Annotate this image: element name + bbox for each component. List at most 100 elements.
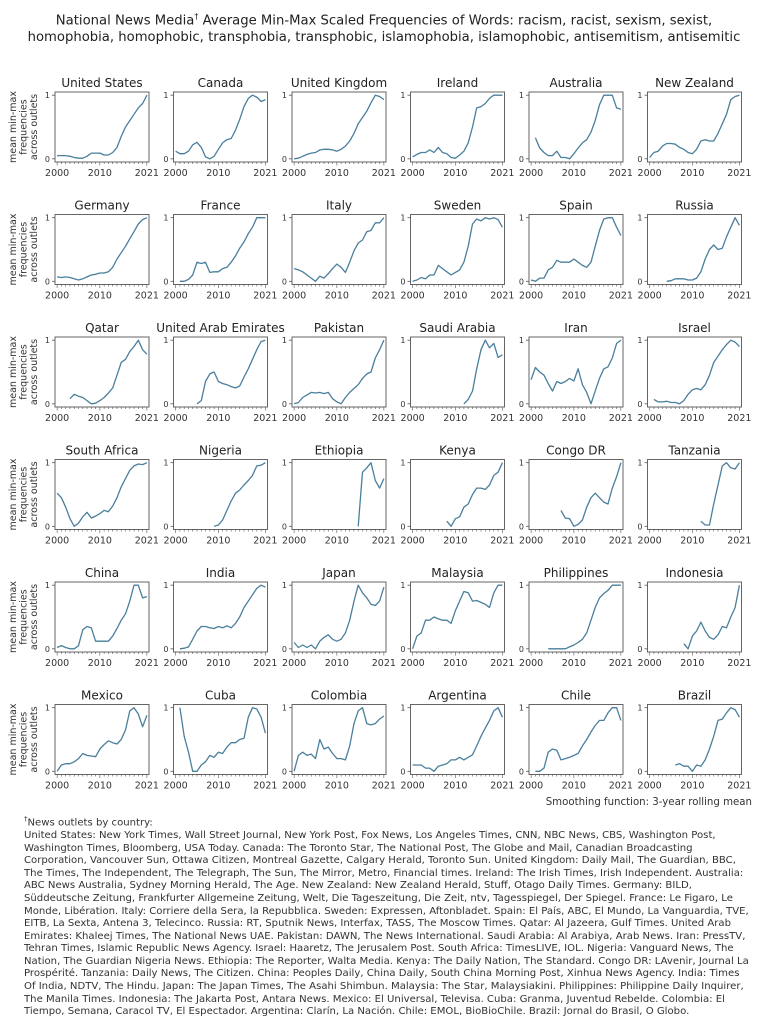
panel-canada: Canada 0 1 2000 2010 2021 [163, 76, 277, 179]
y-tick-label: 0 [45, 400, 50, 409]
axes-frame [173, 459, 268, 530]
x-tick-label: 2000 [401, 658, 425, 669]
y-axis-label-line: mean min-max [8, 581, 19, 653]
panel-title: Indonesia [665, 566, 723, 580]
panel-argentina: Argentina 0 1 2000 2010 2021 [400, 689, 514, 792]
axes-frame [173, 704, 268, 775]
x-tick-label: 2000 [282, 658, 306, 669]
y-tick-label: 0 [282, 400, 287, 409]
series-line [213, 462, 266, 527]
y-tick-label: 0 [45, 522, 50, 531]
panel-title: Mexico [81, 689, 123, 703]
y-tick-label: 1 [163, 459, 168, 468]
panel-title: Japan [321, 566, 355, 580]
x-tick-label: 2021 [727, 413, 751, 424]
y-tick-label: 0 [163, 400, 168, 409]
x-tick-label: 2010 [325, 291, 349, 302]
axes-frame [173, 214, 268, 285]
x-tick-label: 2010 [206, 658, 230, 669]
axes-frame [528, 214, 624, 285]
x-tick-label: 2010 [680, 658, 704, 669]
x-tick-label: 2010 [680, 168, 704, 179]
x-tick-label: 2000 [638, 536, 662, 547]
x-tick-label: 2010 [88, 168, 112, 179]
panel-japan: Japan 0 1 2000 2010 2021 [282, 566, 396, 669]
panel-tanzania: Tanzania 0 1 2000 2010 2021 [637, 444, 751, 547]
axes-frame [54, 704, 150, 775]
x-tick-label: 2000 [401, 536, 425, 547]
panel-title: Russia [675, 199, 714, 213]
panel-australia: Australia 0 1 2000 2010 2021 [519, 76, 633, 179]
y-tick-label: 1 [163, 704, 168, 713]
series-line [294, 94, 385, 160]
x-tick-label: 2010 [562, 413, 586, 424]
x-tick-label: 2000 [164, 413, 188, 424]
y-tick-label: 1 [45, 91, 50, 100]
x-tick-label: 2000 [401, 413, 425, 424]
x-tick-label: 2021 [727, 291, 751, 302]
x-tick-label: 2021 [609, 536, 633, 547]
x-tick-label: 2000 [164, 658, 188, 669]
x-tick-label: 2010 [680, 781, 704, 792]
panel-united-kingdom: United Kingdom 0 1 2000 2010 2021 [282, 76, 396, 179]
axes-frame [410, 581, 505, 653]
x-tick-label: 2021 [490, 413, 514, 424]
series-line [56, 584, 148, 650]
y-tick-label: 0 [282, 767, 287, 776]
panel-title: Philippines [544, 566, 609, 580]
x-tick-label: 2000 [282, 536, 306, 547]
panel-title: France [201, 199, 241, 213]
y-axis-label: mean min-maxfrequenciesacross outlets [8, 458, 40, 530]
panel-france: France 0 1 2000 2010 2021 [163, 199, 277, 302]
panel-title: Spain [559, 199, 593, 213]
footnote-heading-text: News outlets by country: [27, 817, 153, 829]
y-tick-label: 1 [637, 581, 642, 590]
panel-indonesia: Indonesia 0 1 2000 2010 2021 [637, 566, 751, 669]
y-tick-label: 0 [400, 155, 405, 164]
series-line [446, 462, 503, 527]
y-tick-label: 1 [400, 704, 405, 713]
y-tick-label: 0 [282, 155, 287, 164]
panel-title: South Africa [66, 444, 139, 458]
y-tick-label: 1 [282, 214, 287, 223]
panel-title: Sweden [434, 199, 481, 213]
panel-title: United Arab Emirates [156, 321, 284, 335]
y-tick-label: 0 [163, 277, 168, 286]
x-tick-label: 2021 [372, 168, 396, 179]
x-tick-label: 2000 [401, 781, 425, 792]
x-tick-label: 2021 [253, 291, 277, 302]
y-tick-label: 0 [282, 522, 287, 531]
y-axis-label-line: across outlets [29, 339, 40, 405]
series-line [357, 462, 385, 527]
series-line [683, 585, 741, 650]
y-tick-label: 0 [45, 277, 50, 286]
x-tick-label: 2000 [401, 168, 425, 179]
chart-title: National News Media† Average Min-Max Sca… [0, 8, 768, 46]
panel-title: Canada [198, 76, 244, 90]
y-tick-label: 1 [400, 214, 405, 223]
y-tick-label: 1 [282, 91, 287, 100]
panel-qatar: Qatar 0 1 2000 2010 2021 mean min-maxfrequenci… [8, 321, 159, 424]
x-tick-label: 2021 [135, 413, 159, 424]
x-tick-label: 2000 [638, 291, 662, 302]
panel-title: Germany [74, 199, 129, 213]
y-tick-label: 1 [519, 581, 524, 590]
panel-title: Argentina [428, 689, 487, 703]
y-tick-label: 1 [45, 581, 50, 590]
x-tick-label: 2000 [638, 658, 662, 669]
x-tick-label: 2010 [562, 658, 586, 669]
panel-italy: Italy 0 1 2000 2010 2021 [282, 199, 396, 302]
y-tick-label: 1 [45, 214, 50, 223]
panel-title: Cuba [205, 689, 236, 703]
panel-title: Brazil [678, 689, 712, 703]
x-tick-label: 2010 [562, 168, 586, 179]
series-line [56, 707, 148, 772]
panel-title: Saudi Arabia [419, 321, 495, 335]
panel-malaysia: Malaysia 0 1 2000 2010 2021 [400, 566, 514, 669]
panel-new-zealand: New Zealand 0 1 2000 2010 2021 [637, 76, 751, 179]
y-tick-label: 0 [519, 155, 524, 164]
series-line [56, 462, 148, 527]
title-line2: homophobia, homophobic, transphobia, tra… [27, 30, 741, 46]
y-tick-label: 0 [519, 645, 524, 654]
